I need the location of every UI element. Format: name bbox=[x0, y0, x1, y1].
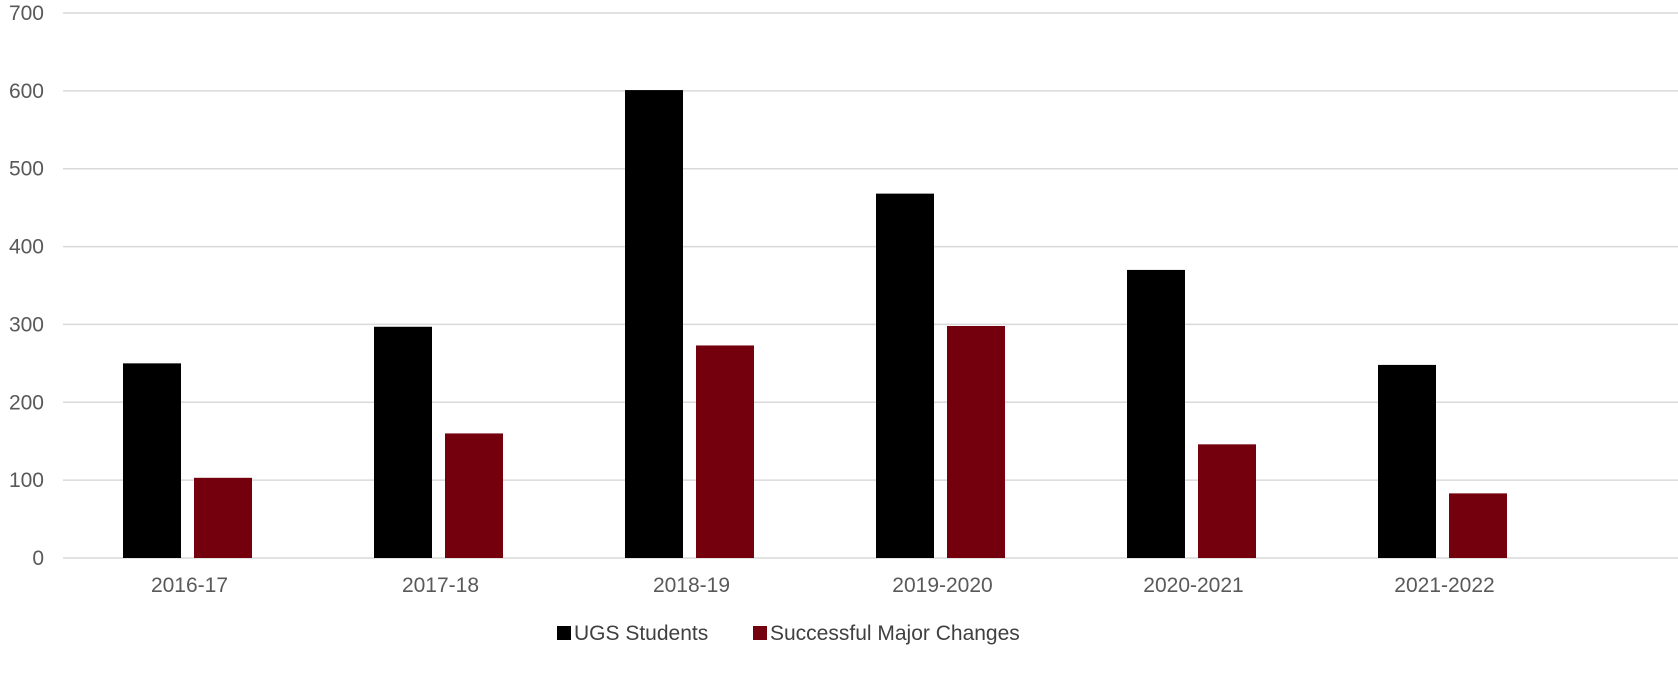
bar-successful-major-changes-2021-2022 bbox=[1449, 493, 1507, 558]
y-axis-tick-labels: 0 100 200 300 400 500 600 700 bbox=[9, 2, 44, 570]
bar-successful-major-changes-2020-2021 bbox=[1198, 444, 1256, 558]
y-tick-label-0: 0 bbox=[32, 547, 44, 570]
y-tick-label-500: 500 bbox=[9, 158, 44, 181]
y-tick-label-700: 700 bbox=[9, 2, 44, 25]
y-tick-label-200: 200 bbox=[9, 391, 44, 414]
x-axis-tick-labels: 2016-17 2017-18 2018-19 2019-2020 2020-2021 2… bbox=[151, 574, 1495, 597]
x-tick-label-2018-19: 2018-19 bbox=[653, 574, 730, 597]
legend-label-ugs-students: UGS Students bbox=[574, 622, 708, 645]
y-tick-label-600: 600 bbox=[9, 80, 44, 103]
y-tick-label-100: 100 bbox=[9, 469, 44, 492]
bar-ugs-students-2017-18 bbox=[374, 326, 432, 558]
bar-ugs-students-2019-2020 bbox=[876, 193, 934, 558]
legend: UGS Students Successful Major Changes bbox=[557, 622, 1020, 645]
bar-successful-major-changes-2017-18 bbox=[445, 433, 503, 558]
x-tick-label-2017-18: 2017-18 bbox=[402, 574, 479, 597]
bars bbox=[123, 90, 1507, 558]
x-tick-label-2021-2022: 2021-2022 bbox=[1394, 574, 1494, 597]
legend-swatch-successful-major-changes bbox=[753, 626, 767, 640]
gridlines bbox=[63, 12, 1678, 559]
x-tick-label-2016-17: 2016-17 bbox=[151, 574, 228, 597]
bar-successful-major-changes-2016-17 bbox=[194, 477, 252, 558]
bar-successful-major-changes-2019-2020 bbox=[947, 325, 1005, 558]
bar-ugs-students-2020-2021 bbox=[1127, 269, 1185, 558]
bar-ugs-students-2021-2022 bbox=[1378, 364, 1436, 558]
bar-successful-major-changes-2018-19 bbox=[696, 345, 754, 558]
y-tick-label-400: 400 bbox=[9, 236, 44, 259]
y-tick-label-300: 300 bbox=[9, 313, 44, 336]
bar-ugs-students-2016-17 bbox=[123, 363, 181, 558]
legend-swatch-ugs-students bbox=[557, 626, 571, 640]
bar-ugs-students-2018-19 bbox=[625, 90, 683, 558]
x-tick-label-2019-2020: 2019-2020 bbox=[892, 574, 992, 597]
x-tick-label-2020-2021: 2020-2021 bbox=[1143, 574, 1243, 597]
legend-label-successful-major-changes: Successful Major Changes bbox=[770, 622, 1020, 645]
